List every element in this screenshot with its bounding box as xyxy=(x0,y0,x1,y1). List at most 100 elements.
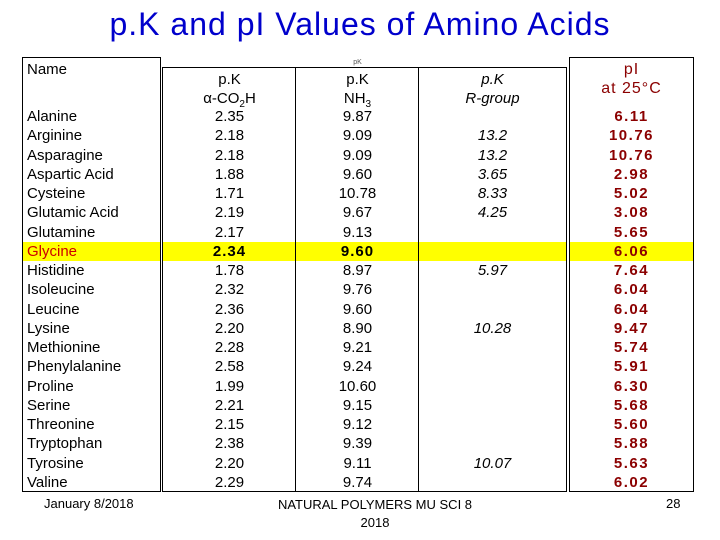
pk-acid-value: 2.20 xyxy=(214,454,245,472)
pk-r-value xyxy=(419,338,566,357)
amino-acid-name: Phenylalanine xyxy=(27,358,122,376)
pk-amine-value: 9.60 xyxy=(342,300,373,318)
pi-value: 5.60 xyxy=(613,416,650,433)
pk-acid-value: 2.18 xyxy=(214,146,245,164)
pi-value: 5.74 xyxy=(613,339,650,356)
pi-column: pI at 25°C 6.11 10.76 10.76 2.98 5.02 3.08 5.6… xyxy=(569,57,694,492)
pk-acid-rows: 2.35 2.18 2.18 1.88 1.71 2.19 2.17 2.34 1.78 2.32… xyxy=(163,107,296,492)
amino-acid-name: Glutamic Acid xyxy=(27,204,119,222)
name-rows: Alanine Arginine Asparagine Aspartic Acid Cy… xyxy=(23,107,160,492)
pi-value: 5.88 xyxy=(613,435,650,453)
pk-r-value: 13.2 xyxy=(477,146,508,164)
pk-amine-value: 9.24 xyxy=(342,358,373,376)
pk-amine-value: 8.90 xyxy=(342,319,373,337)
pi-value: 6.11 xyxy=(614,108,649,125)
pk-amine-value: 9.15 xyxy=(342,396,373,414)
pk-amine-value: 8.97 xyxy=(342,262,373,279)
pk-amine-value: 9.21 xyxy=(342,339,373,356)
amino-acid-name: Valine xyxy=(27,473,68,491)
pk-acid-header: p.K α-CO2H xyxy=(163,70,296,114)
name-column: Name Alanine Arginine Asparagine Aspartic A… xyxy=(22,57,161,492)
pi-value: 6.04 xyxy=(613,300,650,318)
pk-acid-column: p.K α-CO2H 2.35 2.18 2.18 1.88 1.71 2.19 2.17 2… xyxy=(162,67,297,492)
amino-acid-name: Histidine xyxy=(27,262,85,279)
pk-acid-value: 1.99 xyxy=(214,377,245,395)
pk-r-value xyxy=(419,357,566,376)
pk-r-value xyxy=(419,107,566,126)
pk-amine-value: 9.74 xyxy=(342,473,373,491)
amino-acid-name: Serine xyxy=(27,396,71,414)
pk-r-header-line2: R-group xyxy=(465,90,520,107)
pk-acid-value: 2.20 xyxy=(214,319,245,337)
pk-amine-rows: 9.87 9.09 9.09 9.60 10.78 9.67 9.13 9.60 8.97 9.7… xyxy=(296,107,419,492)
pk-r-rows: 13.2 13.2 3.65 8.33 4.25 5.97 10.28 10.07 xyxy=(419,107,566,492)
pk-acid-value: 1.71 xyxy=(214,185,245,202)
footer-course-line1: NATURAL POLYMERS MU SCI 8 xyxy=(277,497,473,512)
pi-value: 10.76 xyxy=(608,146,655,164)
pk-amine-header-line1: p.K xyxy=(346,71,369,88)
slide-title: p.K and pI Values of Amino Acids xyxy=(109,6,611,42)
pk-amine-value: 9.76 xyxy=(342,281,373,299)
pk-acid-value: 2.38 xyxy=(214,435,245,453)
name-header: Name xyxy=(27,61,68,78)
pk-r-value: 4.25 xyxy=(477,204,508,222)
pi-value: 9.47 xyxy=(613,319,650,337)
pi-value: 3.08 xyxy=(613,204,650,222)
pk-r-value: 5.97 xyxy=(477,262,508,279)
pi-header-line2: at 25°C xyxy=(601,80,662,97)
amino-acid-name: Glutamine xyxy=(27,223,96,241)
amino-acid-name: Isoleucine xyxy=(27,281,95,299)
amino-acid-name: Asparagine xyxy=(27,146,103,164)
pk-r-value: 8.33 xyxy=(477,185,508,202)
pk-amine-value: 9.60 xyxy=(342,165,373,183)
pi-value: 6.30 xyxy=(613,377,650,395)
pk-r-value xyxy=(419,396,566,415)
pi-value: 6.02 xyxy=(613,473,650,491)
pk-r-value xyxy=(419,415,566,434)
pk-acid-header-line1: p.K xyxy=(218,71,241,88)
pk-acid-value: 2.32 xyxy=(214,281,245,299)
pk-acid-value: 2.18 xyxy=(214,127,245,145)
pk-acid-value: 2.21 xyxy=(214,396,245,414)
footer-course-line2: 2018 xyxy=(360,515,390,530)
pk-r-value xyxy=(419,434,566,453)
amino-acid-name: Tyrosine xyxy=(27,454,84,472)
pk-acid-header-line2: α-CO2H xyxy=(203,90,256,110)
pk-r-value: 10.28 xyxy=(473,319,512,337)
pk-r-header: p.K R-group xyxy=(419,70,566,108)
footer-page-number: 28 xyxy=(666,496,681,511)
pk-r-value xyxy=(419,241,566,261)
pk-acid-value: 2.28 xyxy=(214,339,245,356)
pi-value: 6.06 xyxy=(570,241,693,261)
pk-amine-value: 9.13 xyxy=(342,223,373,241)
pk-amine-value: 9.11 xyxy=(343,454,372,472)
pi-header: pI at 25°C xyxy=(570,60,693,98)
pi-value: 5.02 xyxy=(613,185,650,202)
footer-date: January 8/2018 xyxy=(44,496,134,511)
pk-amine-value: 9.12 xyxy=(342,416,373,433)
pk-r-value: 3.65 xyxy=(477,165,508,183)
pk-r-value: 10.07 xyxy=(473,454,512,472)
pk-acid-value: 2.15 xyxy=(214,416,245,433)
pk-acid-value: 2.35 xyxy=(214,108,245,125)
pk-r-value xyxy=(419,223,566,242)
pi-value: 10.76 xyxy=(608,127,655,145)
pk-r-header-line1: p.K xyxy=(481,71,504,88)
pi-header-line1: pI xyxy=(623,61,640,78)
amino-acid-name: Threonine xyxy=(27,416,95,433)
pk-acid-value: 2.19 xyxy=(214,204,245,222)
pi-value: 6.04 xyxy=(613,281,650,299)
pk-amine-value: 9.60 xyxy=(296,241,419,261)
pk-amine-value: 10.60 xyxy=(338,377,377,395)
pk-amine-column: pK p.K NH3 9.87 9.09 9.09 9.60 10.78 9.67 9.13… xyxy=(295,59,420,492)
amino-acid-name: Alanine xyxy=(27,108,78,125)
pk-r-column: p.K R-group 13.2 13.2 3.65 8.33 4.25 5.97 10.2… xyxy=(418,67,567,492)
pk-amine-small-label: pK xyxy=(353,59,362,66)
pk-acid-value: 2.29 xyxy=(214,473,245,491)
pk-acid-value: 2.58 xyxy=(214,358,245,376)
pk-r-value: 13.2 xyxy=(477,127,508,145)
amino-acid-name: Arginine xyxy=(27,127,83,145)
pk-amine-value: 10.78 xyxy=(338,185,377,202)
amino-acid-name: Methionine xyxy=(27,339,101,356)
pk-r-value xyxy=(419,473,566,492)
